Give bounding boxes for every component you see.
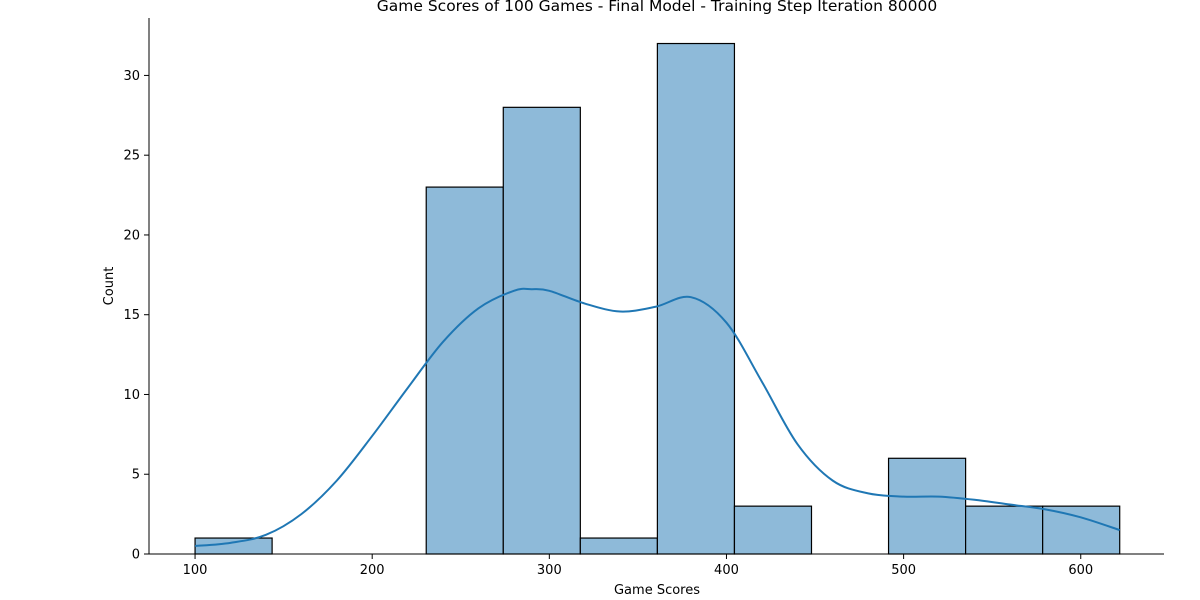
chart-title: Game Scores of 100 Games - Final Model -… bbox=[377, 0, 937, 15]
x-tick-label-5: 600 bbox=[1068, 563, 1093, 578]
y-tick-label-1: 5 bbox=[132, 468, 140, 483]
histogram-bar-5 bbox=[579, 537, 658, 555]
x-tick-label-1: 200 bbox=[360, 563, 385, 578]
y-axis-label: Count bbox=[102, 267, 117, 306]
x-tick-label-2: 300 bbox=[537, 563, 562, 578]
histogram-bars bbox=[194, 42, 1121, 555]
histogram-bar-3 bbox=[425, 186, 504, 555]
y-axis-ticks: 0 5 10 15 20 25 30 bbox=[123, 69, 149, 563]
x-tick-label-0: 100 bbox=[183, 563, 208, 578]
histogram-bar-9 bbox=[887, 457, 967, 555]
histogram-bar-7 bbox=[733, 505, 813, 555]
histogram-bar-10 bbox=[965, 505, 1044, 555]
y-tick-label-4: 20 bbox=[123, 228, 140, 243]
histogram-bar-11 bbox=[1042, 505, 1121, 555]
histogram-bar-4 bbox=[502, 106, 581, 555]
x-tick-label-4: 500 bbox=[891, 563, 916, 578]
y-tick-label-5: 25 bbox=[123, 149, 140, 164]
y-tick-label-2: 10 bbox=[123, 388, 140, 403]
y-tick-label-0: 0 bbox=[132, 548, 140, 563]
y-tick-label-6: 30 bbox=[123, 69, 140, 84]
x-tick-label-3: 400 bbox=[714, 563, 739, 578]
y-tick-label-3: 15 bbox=[123, 308, 140, 323]
x-axis-ticks: 100 200 300 400 500 600 bbox=[183, 554, 1093, 578]
kde-curve bbox=[194, 287, 1121, 548]
x-axis-label: Game Scores bbox=[614, 583, 700, 598]
